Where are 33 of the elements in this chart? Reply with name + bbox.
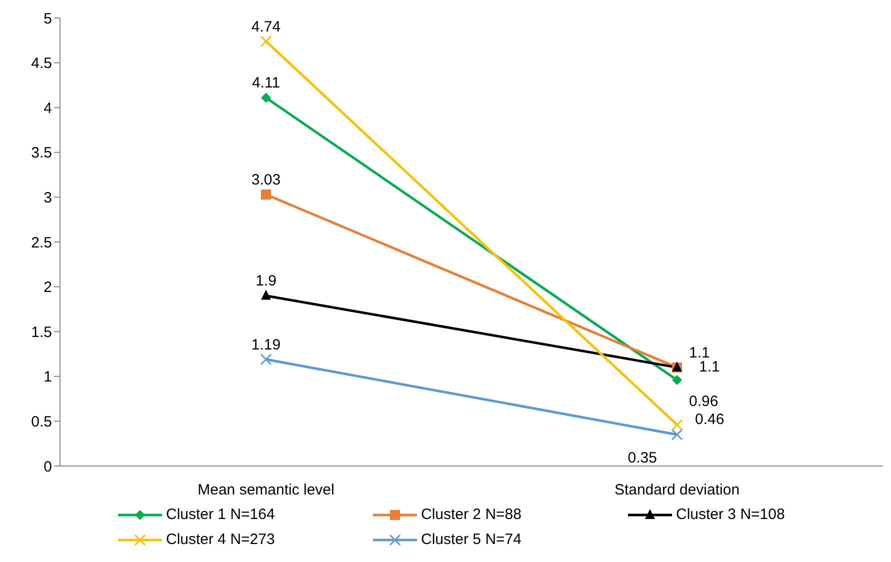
legend-label: Cluster 5 N=74 [421,531,522,548]
y-tick-label: 1 [44,368,52,386]
data-label: 3.03 [251,171,281,188]
data-label: 1.9 [256,272,276,290]
data-label: 4.11 [252,74,280,92]
point [261,190,271,200]
data-label: 0.35 [628,450,657,467]
data-label: 0.46 [695,410,724,428]
y-tick-label: 3.5 [31,144,52,162]
data-label: 1.19 [251,336,281,354]
y-tick-label: 1.5 [31,324,52,341]
y-tick-label: 0.5 [31,414,52,431]
y-tick-label: 4.5 [31,55,52,72]
point [260,354,272,366]
y-tick-label: 0 [44,458,52,476]
x-tick-label: Mean semantic level [198,482,334,499]
y-tick-label: 2 [44,279,52,296]
x-tick-label: Standard deviation [614,482,740,499]
data-label: 0.96 [689,392,718,410]
point [671,419,683,431]
y-tick-label: 4 [44,100,52,117]
legend-label: Cluster 4 N=273 [166,531,275,548]
legend-label: Cluster 1 N=164 [166,506,275,523]
legend-label: Cluster 3 N=108 [676,506,785,523]
y-tick-label: 2.5 [31,234,52,252]
point [671,428,683,440]
legend-label: Cluster 2 N=88 [421,506,522,523]
data-label: 4.74 [251,18,281,36]
y-tick-label: 3 [44,190,52,207]
point [672,374,682,385]
point [260,36,272,48]
point [261,92,271,103]
y-tick-label: 5 [44,10,52,28]
